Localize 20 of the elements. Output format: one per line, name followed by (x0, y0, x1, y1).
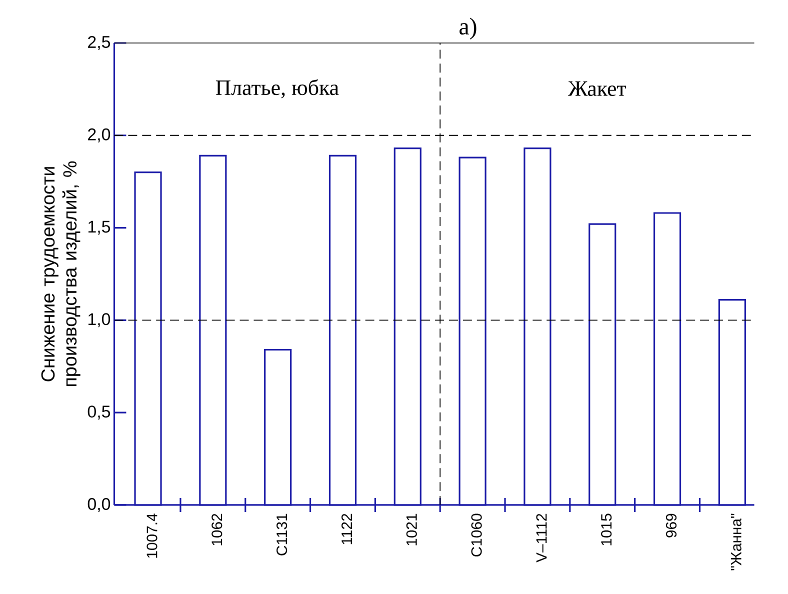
y-tick-label: 1,0 (88, 313, 110, 328)
x-tick-label: 1021 (406, 514, 417, 546)
annotation: Платье, юбка (216, 79, 339, 98)
x-tick-label: 1062 (212, 514, 222, 546)
x-tick-label: 1122 (342, 514, 352, 544)
x-tick-label: С1131 (276, 514, 288, 556)
annotation: Жакет (568, 81, 626, 96)
y-tick-label: 0,5 (88, 406, 110, 420)
x-tick-label: С1060 (471, 514, 482, 556)
y-axis-title: Снижение трудоемкости производства изделий, % (41, 161, 80, 386)
y-tick-label: 2,0 (88, 128, 110, 142)
chart-title: а) (460, 18, 476, 40)
y-tick-label: 2,5 (88, 36, 110, 50)
y-tick-label: 1,5 (88, 220, 110, 235)
y-tick-label: 0,0 (88, 498, 110, 512)
x-tick-label: 1015 (601, 514, 612, 546)
x-tick-label: 1007.4 (146, 514, 158, 558)
x-tick-label: 969 (666, 514, 677, 538)
x-tick-label: V–1112 (536, 514, 547, 562)
x-tick-label: "Жанна" (730, 514, 742, 570)
